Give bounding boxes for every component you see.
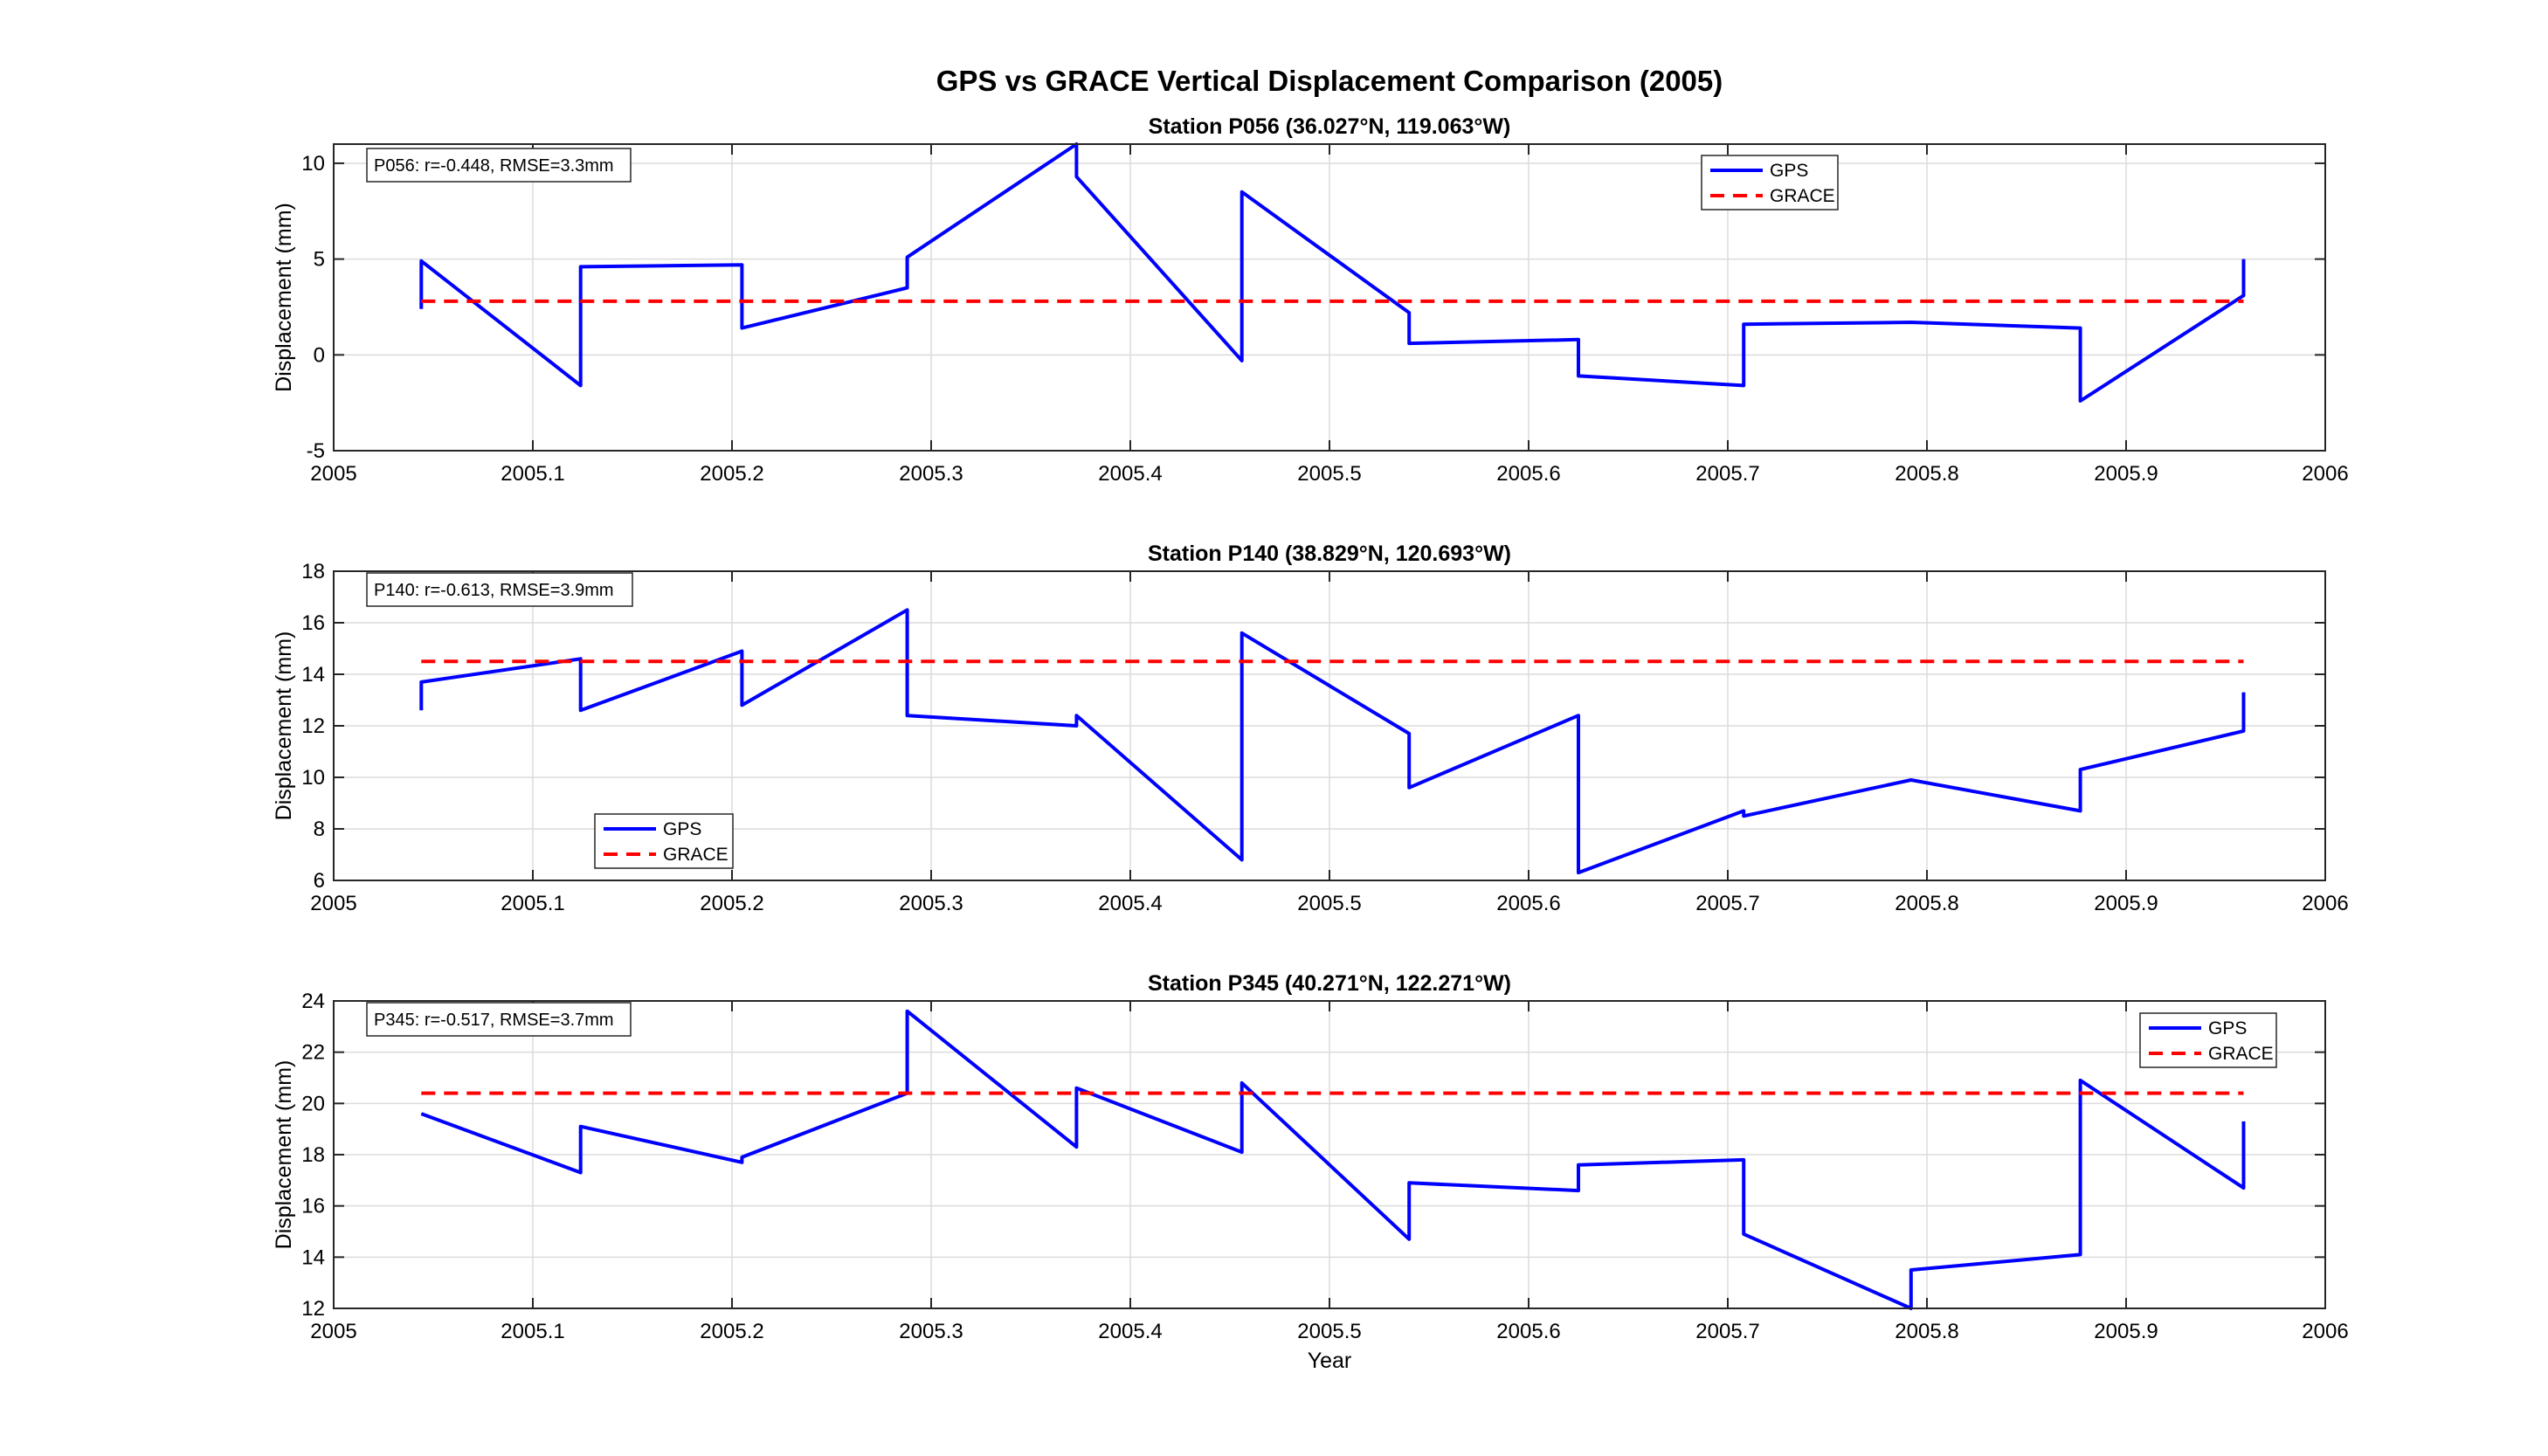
x-tick-label: 2005: [310, 462, 356, 486]
x-tick-label: 2005.8: [1895, 892, 1958, 915]
legend: GPS GRACE: [594, 813, 734, 869]
y-tick-label: -5: [307, 439, 325, 463]
subplots: 2005 2005.1 2005.2 2005.3 2005.4 2005.5 2005.6…: [272, 114, 2349, 1373]
legend: GPS GRACE: [2139, 1012, 2277, 1068]
subplot-1: 2005 2005.1 2005.2 2005.3 2005.4 2005.5 2005.6…: [272, 114, 2349, 486]
subplot-title: Station P056 (36.027°N, 119.063°W): [1149, 114, 1511, 139]
x-tick-label: 2005: [310, 1320, 356, 1343]
grid: [334, 144, 2325, 451]
y-tick-label: 18: [301, 1143, 325, 1167]
y-tick-label: 10: [301, 766, 325, 790]
x-tick-label: 2005.7: [1695, 892, 1759, 915]
legend-label-grace: GRACE: [1770, 186, 1835, 206]
legend-label-gps: GPS: [663, 819, 701, 839]
legend-label-grace: GRACE: [663, 845, 728, 865]
y-tick-label: 20: [301, 1092, 325, 1115]
x-tick-label: 2005.9: [2094, 1320, 2158, 1343]
x-tick-label: 2005.2: [700, 1320, 763, 1343]
y-tick-label: 5: [314, 248, 325, 272]
y-tick-label: 6: [314, 869, 325, 893]
subplot-title: Station P345 (40.271°N, 122.271°W): [1148, 971, 1511, 996]
x-tick-label: 2005.4: [1098, 462, 1162, 486]
y-tick-label: 14: [301, 663, 325, 687]
subplot-3: 2005 2005.1 2005.2 2005.3 2005.4 2005.5 2005.6…: [272, 971, 2349, 1373]
x-tick-label: 2005.7: [1695, 462, 1759, 486]
y-tick-label: 8: [314, 818, 325, 841]
x-tick-label: 2006: [2302, 462, 2348, 486]
ticks: [333, 570, 2326, 881]
y-tick-label: 22: [301, 1041, 325, 1065]
y-axis-label: Displacement (mm): [272, 631, 296, 821]
series-line-gps: [420, 1009, 2246, 1310]
x-tick-label: 2005.7: [1695, 1320, 1759, 1343]
legend-label-gps: GPS: [1770, 161, 1808, 181]
grid: [334, 571, 2325, 880]
x-tick-label: 2005.3: [899, 462, 963, 486]
y-axis-label: Displacement (mm): [272, 203, 296, 392]
x-tick-label: 2005: [310, 892, 356, 915]
x-tick-label: 2005.4: [1098, 1320, 1162, 1343]
stats-annotation: P056: r=-0.448, RMSE=3.3mm: [374, 156, 614, 176]
y-tick-label: 16: [301, 1195, 325, 1218]
y-tick-label: 16: [301, 611, 325, 635]
stats-annotation-box: [366, 572, 633, 607]
x-tick-label: 2005.5: [1297, 1320, 1361, 1343]
y-tick-label: 18: [301, 560, 325, 583]
x-tick-label: 2005.8: [1895, 1320, 1958, 1343]
legend-box: [594, 813, 734, 869]
x-tick-label: 2005.9: [2094, 462, 2158, 486]
x-tick-label: 2006: [2302, 892, 2348, 915]
x-tick-label: 2005.1: [501, 892, 564, 915]
legend-label-gps: GPS: [2208, 1018, 2247, 1039]
stats-annotation: P140: r=-0.613, RMSE=3.9mm: [374, 581, 614, 600]
stats-annotation-box: [366, 1002, 632, 1037]
series-line-gps: [419, 142, 2246, 403]
y-axis-label: Displacement (mm): [272, 1060, 296, 1250]
x-tick-label: 2005.6: [1496, 892, 1560, 915]
y-tick-label: 12: [301, 1297, 325, 1321]
x-axis-label: Year: [1308, 1349, 1352, 1373]
x-tick-label: 2005.5: [1297, 892, 1361, 915]
y-tick-label: 0: [314, 343, 325, 367]
x-tick-label: 2005.2: [700, 892, 763, 915]
x-tick-label: 2006: [2302, 1320, 2348, 1343]
x-tick-label: 2005.6: [1496, 1320, 1560, 1343]
subplot-2: 2005 2005.1 2005.2 2005.3 2005.4 2005.5 2005.6…: [272, 542, 2349, 915]
figure-title: GPS vs GRACE Vertical Displacement Compa…: [936, 65, 1723, 97]
legend-box: [2139, 1012, 2277, 1068]
y-tick-label: 10: [301, 152, 325, 176]
stats-annotation-box: [366, 148, 632, 183]
series-line-gps: [419, 608, 2246, 875]
stats-annotation: P345: r=-0.517, RMSE=3.7mm: [374, 1011, 614, 1030]
x-tick-label: 2005.6: [1496, 462, 1560, 486]
x-tick-label: 2005.3: [899, 1320, 963, 1343]
x-tick-label: 2005.8: [1895, 462, 1958, 486]
subplot-title: Station P140 (38.829°N, 120.693°W): [1148, 542, 1511, 566]
y-tick-label: 14: [301, 1246, 325, 1269]
ticks: [333, 144, 2326, 452]
y-tick-label: 12: [301, 714, 325, 738]
legend-label-grace: GRACE: [2208, 1044, 2274, 1064]
x-tick-label: 2005.9: [2094, 892, 2158, 915]
x-tick-label: 2005.4: [1098, 892, 1162, 915]
legend-box: [1701, 155, 1839, 210]
x-tick-label: 2005.5: [1297, 462, 1361, 486]
grid: [334, 1001, 2325, 1308]
x-tick-label: 2005.2: [700, 462, 763, 486]
x-tick-label: 2005.1: [501, 462, 564, 486]
legend: GPS GRACE: [1701, 155, 1839, 210]
y-tick-label: 24: [301, 990, 325, 1013]
x-tick-label: 2005.1: [501, 1320, 564, 1343]
x-tick-label: 2005.3: [899, 892, 963, 915]
